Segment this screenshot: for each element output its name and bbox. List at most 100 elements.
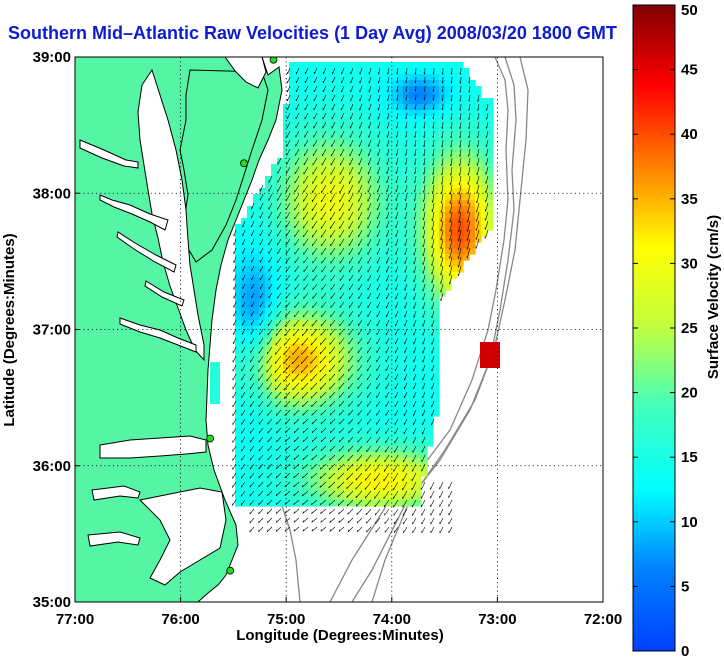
velocity-cell	[265, 230, 272, 237]
velocity-vector	[277, 283, 282, 290]
velocity-vector	[339, 400, 345, 407]
velocity-cell	[433, 206, 440, 213]
velocity-cell	[295, 248, 302, 255]
velocity-cell	[475, 128, 482, 135]
velocity-cell	[253, 482, 260, 489]
velocity-cell	[307, 224, 314, 231]
velocity-cell	[367, 470, 374, 477]
velocity-cell	[349, 188, 356, 195]
velocity-vector	[413, 373, 417, 381]
velocity-cell	[457, 62, 464, 69]
velocity-cell	[367, 440, 374, 447]
velocity-vector	[302, 310, 309, 318]
velocity-vector-head	[302, 493, 304, 497]
velocity-cell	[331, 296, 338, 303]
velocity-vector-head	[395, 162, 397, 165]
velocity-cell	[361, 206, 368, 213]
velocity-cell	[241, 332, 248, 339]
velocity-vector	[412, 463, 417, 472]
velocity-cell	[481, 104, 488, 111]
velocity-cell	[253, 194, 260, 201]
velocity-cell	[427, 362, 434, 369]
velocity-cell	[295, 320, 302, 327]
velocity-vector	[319, 346, 327, 355]
velocity-cell	[433, 182, 440, 189]
velocity-cell	[385, 380, 392, 387]
velocity-vector	[302, 508, 309, 514]
velocity-cell	[301, 146, 308, 153]
velocity-vector-head	[449, 229, 451, 232]
velocity-cell	[409, 386, 416, 393]
velocity-vector	[322, 130, 327, 138]
velocity-vector	[277, 220, 282, 228]
velocity-vector	[250, 436, 255, 443]
velocity-vector	[266, 382, 273, 390]
velocity-cell	[343, 338, 350, 345]
velocity-vector-head	[320, 448, 322, 452]
velocity-vector	[284, 499, 291, 505]
velocity-vector	[386, 274, 390, 282]
velocity-cell	[409, 380, 416, 387]
velocity-vector	[415, 103, 417, 110]
velocity-cell	[355, 116, 362, 123]
velocity-cell	[367, 476, 374, 483]
velocity-cell	[463, 242, 470, 249]
velocity-cell	[331, 170, 338, 177]
velocity-cell	[481, 98, 488, 105]
velocity-cell	[403, 464, 410, 471]
velocity-cell	[307, 104, 314, 111]
velocity-cell	[265, 410, 272, 417]
velocity-cell	[241, 260, 248, 267]
velocity-cell	[403, 170, 410, 177]
velocity-cell	[289, 116, 296, 123]
velocity-vector	[258, 508, 264, 515]
velocity-cell	[313, 182, 320, 189]
velocity-vector-head	[440, 173, 443, 176]
velocity-vector	[268, 283, 273, 290]
velocity-vector	[323, 67, 327, 75]
velocity-cell	[307, 260, 314, 267]
velocity-cell	[265, 278, 272, 285]
velocity-cell	[247, 422, 254, 429]
velocity-cell	[271, 206, 278, 213]
velocity-cell	[241, 386, 248, 393]
velocity-cell	[319, 260, 326, 267]
velocity-vector	[259, 274, 264, 281]
velocity-vector	[259, 247, 264, 254]
velocity-vector	[329, 409, 336, 416]
velocity-cell	[433, 398, 440, 405]
velocity-vector	[476, 211, 480, 222]
velocity-cell	[367, 446, 374, 453]
velocity-cell	[319, 344, 326, 351]
velocity-cell	[361, 266, 368, 273]
velocity-cell	[331, 494, 338, 501]
velocity-cell	[295, 440, 302, 447]
velocity-cell	[253, 458, 260, 465]
velocity-cell	[253, 500, 260, 507]
velocity-cell	[331, 260, 338, 267]
velocity-vector	[422, 265, 426, 274]
velocity-vector	[376, 364, 381, 372]
velocity-cell	[301, 308, 308, 315]
velocity-cell	[271, 458, 278, 465]
velocity-cell	[289, 338, 296, 345]
velocity-cell	[367, 488, 374, 495]
velocity-vector	[469, 94, 471, 102]
velocity-cell	[349, 440, 356, 447]
velocity-cell	[355, 494, 362, 501]
velocity-cell	[319, 308, 326, 315]
velocity-cell	[397, 218, 404, 225]
velocity-vector-head	[423, 153, 425, 157]
velocity-vector-head	[432, 145, 434, 148]
velocity-vector	[258, 463, 264, 470]
velocity-vector-head	[449, 182, 452, 185]
velocity-vector	[367, 301, 372, 309]
velocity-cell	[253, 452, 260, 459]
velocity-cell	[379, 248, 386, 255]
velocity-vector	[348, 202, 354, 212]
velocity-vector	[405, 121, 408, 129]
velocity-cell	[403, 242, 410, 249]
velocity-vector	[413, 274, 417, 283]
velocity-cell	[367, 158, 374, 165]
velocity-cell	[487, 170, 494, 177]
